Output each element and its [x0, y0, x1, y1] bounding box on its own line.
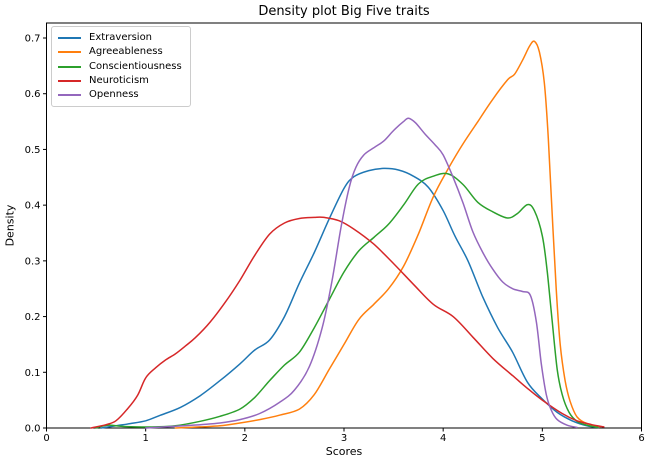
legend-line-swatch-agreeableness: [58, 51, 81, 54]
y-tick-label: 0.6: [25, 89, 41, 100]
curve-neuroticism: [90, 216, 605, 429]
y-axis-label: Density: [3, 204, 17, 247]
legend-label-agreeableness: Agreeableness: [89, 46, 163, 58]
legend-item-openness: Openness: [58, 89, 184, 101]
y-tick-label: 0.2: [25, 312, 41, 323]
y-tick-label: 0.0: [25, 424, 41, 435]
x-axis-label: Scores: [325, 445, 363, 458]
legend-label-conscientiousness: Conscientiousness: [89, 60, 182, 72]
legend-item-conscientiousness: Conscientiousness: [58, 61, 184, 73]
legend-item-extraversion: Extraversion: [58, 32, 184, 44]
legend: Extraversion Agreeableness Conscientious…: [51, 26, 191, 107]
x-tick-label: 2: [242, 433, 248, 444]
y-tick-label: 0.4: [25, 201, 41, 212]
legend-label-openness: Openness: [89, 89, 139, 100]
legend-label-extraversion: Extraversion: [89, 32, 153, 43]
x-tick-label: 5: [539, 433, 545, 444]
legend-line-swatch-extraversion: [58, 37, 81, 39]
curve-conscientiousness: [95, 172, 599, 429]
y-tick-label: 0.3: [25, 256, 41, 267]
x-tick-label: 6: [638, 433, 644, 444]
y-tick-label: 0.5: [25, 145, 41, 156]
curve-agreeableness: [174, 40, 601, 429]
legend-label-neuroticism: Neuroticism: [89, 74, 149, 86]
curve-openness: [144, 117, 578, 429]
x-tick-label: 0: [43, 433, 49, 444]
x-tick-label: 4: [440, 433, 446, 444]
x-tick-label: 1: [142, 433, 148, 444]
y-tick-label: 0.1: [25, 368, 41, 379]
legend-line-swatch-neuroticism: [58, 79, 81, 82]
legend-line-swatch-conscientiousness: [58, 65, 81, 68]
legend-item-agreeableness: Agreeableness: [58, 46, 184, 58]
legend-item-neuroticism: Neuroticism: [58, 75, 184, 87]
curve-extraversion: [100, 167, 600, 429]
y-tick-label: 0.7: [25, 34, 41, 45]
legend-line-swatch-openness: [58, 94, 81, 96]
x-tick-label: 3: [341, 433, 347, 444]
chart-title: Density plot Big Five traits: [258, 4, 430, 19]
